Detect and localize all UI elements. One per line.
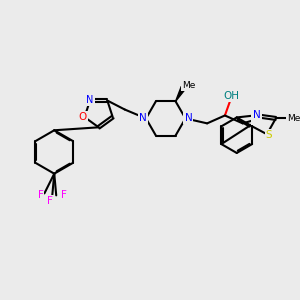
Polygon shape — [176, 86, 186, 101]
Text: Me: Me — [182, 81, 195, 90]
Text: N: N — [139, 113, 147, 123]
Text: Me: Me — [287, 114, 300, 123]
Text: F: F — [61, 190, 67, 200]
Text: N: N — [86, 94, 94, 105]
Text: F: F — [38, 190, 44, 200]
Text: S: S — [266, 130, 272, 140]
Text: N: N — [253, 110, 260, 121]
Text: N: N — [184, 113, 192, 123]
Text: F: F — [47, 196, 53, 206]
Text: O: O — [252, 114, 261, 124]
Text: OH: OH — [224, 91, 240, 101]
Text: O: O — [79, 112, 87, 122]
